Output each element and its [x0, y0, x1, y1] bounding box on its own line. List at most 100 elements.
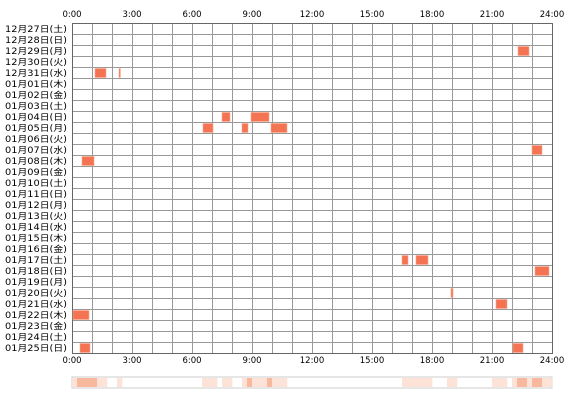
summary-cell — [512, 378, 518, 387]
sleep-segment — [118, 68, 121, 78]
row-label: 01月15日(木) — [5, 232, 67, 244]
summary-cell — [542, 378, 548, 387]
x-tick-label-top: 18:00 — [420, 10, 445, 20]
summary-cell — [422, 378, 428, 387]
summary-cell — [222, 378, 228, 387]
x-tick-label-bottom: 12:00 — [300, 356, 325, 366]
row-label: 12月29日(月) — [5, 46, 67, 57]
row-label: 01月19日(月) — [5, 277, 67, 288]
summary-cell — [402, 378, 408, 387]
sleep-segment — [270, 123, 288, 133]
row-label: 01月09日(金) — [5, 166, 67, 178]
sleep-segment — [241, 123, 249, 133]
x-tick-label-bottom: 6:00 — [182, 356, 201, 366]
summary-cell — [527, 378, 533, 387]
row-label: 01月13日(火) — [5, 211, 67, 222]
row-label: 12月27日(土) — [5, 23, 67, 35]
summary-cell — [207, 378, 213, 387]
summary-cell — [447, 378, 453, 387]
summary-cell — [227, 378, 233, 387]
summary-cell — [87, 378, 93, 387]
summary-cell — [492, 378, 498, 387]
sleep-segment — [401, 255, 409, 265]
x-tick-label-bottom: 0:00 — [62, 356, 81, 366]
summary-cell — [497, 378, 503, 387]
sleep-segment — [81, 156, 95, 166]
sleep-segment — [202, 123, 214, 133]
sleep-segment — [517, 46, 530, 56]
x-tick-labels-top: 0:00 3:00 6:00 9:00 12:00 15:00 18:00 21:00 24:0… — [62, 10, 564, 20]
summary-cell — [102, 378, 108, 387]
row-label: 12月28日(日) — [5, 35, 67, 46]
row-label: 01月08日(木) — [5, 155, 67, 167]
summary-cell — [267, 378, 273, 387]
x-tick-label-bottom: 9:00 — [242, 356, 261, 366]
summary-cell — [412, 378, 418, 387]
segments — [72, 46, 550, 353]
x-tick-label-bottom: 3:00 — [122, 356, 141, 366]
summary-cell — [92, 378, 98, 387]
summary-bar — [71, 376, 553, 389]
summary-cell — [502, 378, 508, 387]
x-tick-label-top: 15:00 — [360, 10, 385, 20]
x-tick-label-bottom: 24:00 — [540, 356, 565, 366]
row-label: 12月31日(水) — [5, 67, 67, 79]
summary-cell — [242, 378, 248, 387]
summary-cell — [532, 378, 538, 387]
summary-cell — [277, 378, 283, 387]
x-tick-labels-bottom: 0:00 3:00 6:00 9:00 12:00 15:00 18:00 21:00 24:0… — [62, 356, 564, 366]
row-label: 01月11日(日) — [5, 189, 67, 200]
summary-cell — [77, 378, 83, 387]
x-tick-label-top: 9:00 — [242, 10, 261, 20]
row-label: 01月22日(木) — [5, 309, 67, 321]
summary-cell — [537, 378, 543, 387]
row-label: 01月04日(日) — [5, 112, 67, 123]
summary-cell — [257, 378, 263, 387]
row-label: 01月01日(木) — [5, 78, 67, 90]
summary-cell — [202, 378, 208, 387]
summary-cell — [522, 378, 528, 387]
grid — [72, 23, 553, 354]
x-tick-label-top: 3:00 — [122, 10, 141, 20]
row-label: 01月25日(日) — [5, 343, 67, 354]
row-label: 12月30日(火) — [5, 57, 67, 68]
row-label: 01月23日(金) — [5, 320, 67, 332]
summary-cell — [97, 378, 103, 387]
summary-cell — [82, 378, 88, 387]
summary-cell — [517, 378, 523, 387]
summary-cell — [407, 378, 413, 387]
sleep-segment — [531, 145, 543, 155]
summary-cell — [417, 378, 423, 387]
row-labels: 12月27日(土)12月28日(日)12月29日(月)12月30日(火)12月3… — [5, 23, 67, 354]
sleep-segment — [450, 288, 454, 298]
row-label: 01月17日(土) — [5, 254, 67, 266]
summary-cell — [547, 378, 553, 387]
x-tick-label-top: 12:00 — [300, 10, 325, 20]
row-label: 01月18日(日) — [5, 266, 67, 277]
row-label: 01月21日(水) — [5, 298, 67, 310]
row-label: 01月14日(水) — [5, 221, 67, 233]
row-label: 01月02日(金) — [5, 89, 67, 101]
x-tick-label-top: 24:00 — [540, 10, 565, 20]
summary-cell — [452, 378, 458, 387]
summary-cell — [427, 378, 433, 387]
row-label: 01月24日(土) — [5, 331, 67, 343]
sleep-segment — [534, 266, 550, 276]
row-label: 01月03日(土) — [5, 100, 67, 112]
summary-cell — [247, 378, 253, 387]
sleep-segment — [221, 112, 231, 122]
row-label: 01月06日(火) — [5, 134, 67, 145]
row-label: 01月07日(水) — [5, 144, 67, 156]
summary-strip — [71, 376, 553, 389]
summary-cell — [262, 378, 268, 387]
summary-cell — [212, 378, 218, 387]
sleep-segment — [495, 299, 508, 309]
x-tick-label-bottom: 21:00 — [480, 356, 505, 366]
plot-border — [72, 23, 553, 354]
sleep-segment — [94, 68, 107, 78]
summary-cell — [252, 378, 258, 387]
sleep-segment — [415, 255, 429, 265]
summary-cell — [72, 378, 78, 387]
x-tick-label-top: 6:00 — [182, 10, 201, 20]
